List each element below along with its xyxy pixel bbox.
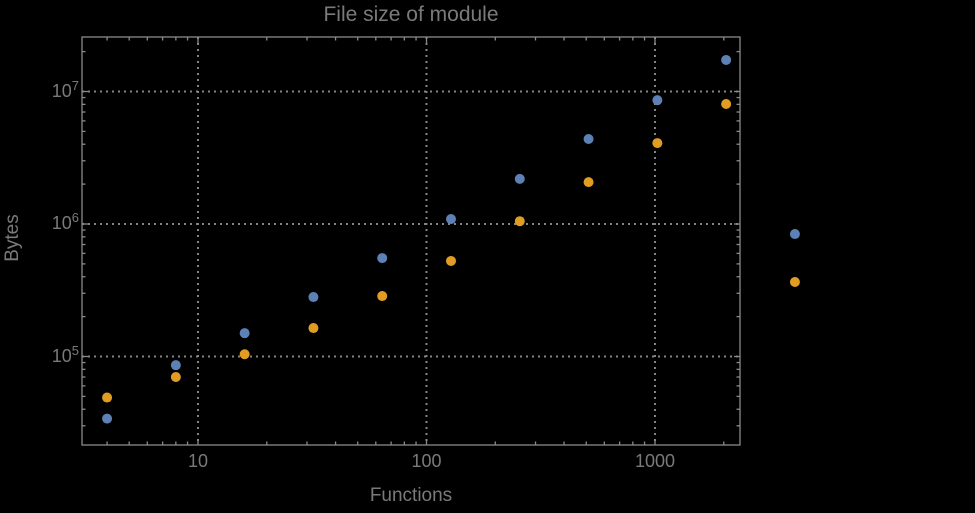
- data-point-blue-series: [514, 173, 525, 184]
- data-point-blue-series: [170, 360, 181, 371]
- data-point-blue-series: [652, 95, 663, 106]
- y-tick-label: 106: [51, 210, 79, 233]
- x-axis-label: Functions: [369, 485, 453, 506]
- data-point-orange-series: [583, 177, 594, 188]
- data-point-blue-series: [583, 134, 594, 145]
- data-point-orange-series: [102, 392, 113, 403]
- data-point-blue-series: [445, 214, 456, 225]
- data-point-orange-series: [514, 216, 525, 227]
- data-point-orange-series: [789, 276, 800, 287]
- data-point-orange-series: [239, 349, 250, 360]
- plot-frame: [81, 36, 741, 446]
- data-point-blue-series: [239, 328, 250, 339]
- x-tick-label: 10: [187, 451, 209, 471]
- data-point-blue-series: [789, 229, 800, 240]
- data-point-orange-series: [377, 291, 388, 302]
- data-point-orange-series: [170, 372, 181, 383]
- data-point-orange-series: [652, 138, 663, 149]
- x-tick-label: 1000: [634, 451, 676, 471]
- data-point-blue-series: [721, 54, 732, 65]
- data-point-blue-series: [377, 253, 388, 264]
- y-tick-label: 105: [51, 342, 79, 366]
- y-tick-label: 107: [51, 77, 79, 101]
- data-point-orange-series: [445, 255, 456, 266]
- data-point-blue-series: [102, 413, 113, 424]
- x-tick-label: 100: [411, 451, 442, 471]
- data-point-blue-series: [308, 292, 319, 303]
- data-point-orange-series: [308, 323, 319, 334]
- data-point-orange-series: [721, 98, 732, 109]
- chart-title: File size of module: [323, 3, 499, 26]
